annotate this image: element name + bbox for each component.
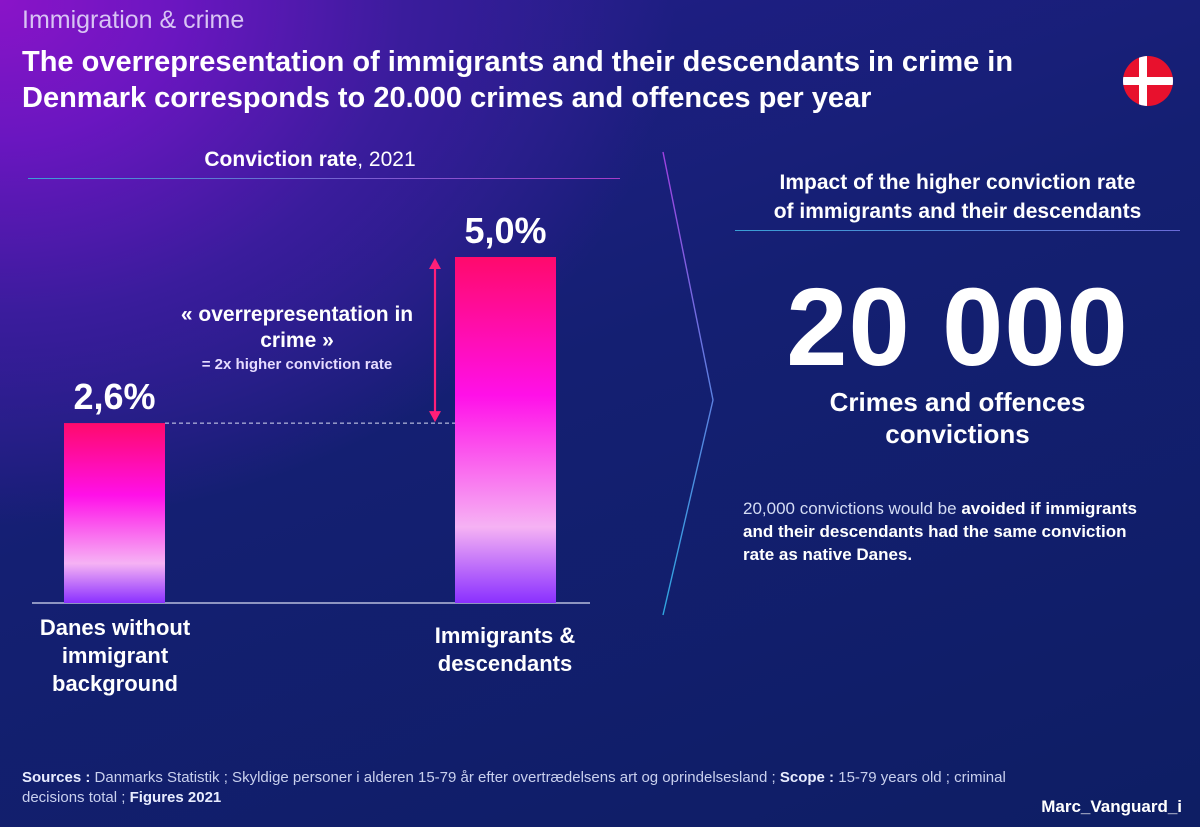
bar-immigrants (455, 257, 556, 603)
impact-big-label-line2: convictions (885, 419, 1030, 449)
scope-text: 15-79 years old ; criminal decisions tot… (22, 769, 1006, 806)
bar-danes (64, 423, 165, 603)
impact-heading-line2: of immigrants and their descendants (773, 200, 1142, 223)
impact-note-text: 20,000 convictions would be (743, 499, 962, 518)
scope-label: Scope : (779, 769, 835, 786)
impact-big-number: 20 000 (786, 266, 1129, 389)
impact-heading-line1: Impact of the higher conviction rate (779, 171, 1136, 194)
impact-heading: Impact of the higher conviction rate of … (735, 168, 1180, 226)
page-title: The overrepresentation of immigrants and… (22, 46, 1014, 114)
difference-arrow-head-top (429, 258, 441, 269)
category-label-line: Danes without (39, 615, 191, 640)
chart-caption-year: , 2021 (357, 148, 416, 171)
category-label-line: descendants (437, 651, 573, 676)
impact-heading-rule (735, 230, 1180, 231)
chart-caption: Conviction rate, 2021 (0, 148, 620, 172)
page-kicker: Immigration & crime (22, 6, 245, 34)
overrepresentation-line1: « overrepresentation in (180, 303, 414, 326)
sources-text: Danmarks Statistik ; Skyldige personer i… (90, 769, 780, 786)
chevron-divider-icon (662, 151, 714, 616)
sources-label: Sources : (22, 769, 91, 786)
value-label-danes: 2,6% (73, 376, 155, 417)
impact-big-label: Crimes and offences convictions (735, 386, 1180, 450)
difference-arrow-head-bottom (429, 411, 441, 423)
author-handle: Marc_Vanguard_i (1041, 797, 1182, 816)
value-label-immigrants: 5,0% (464, 210, 546, 251)
conviction-rate-chart: 2,6% 5,0% (32, 210, 590, 604)
overrepresentation-annotation: « overrepresentation in crime » = 2x hig… (162, 302, 432, 374)
overrepresentation-subtext: = 2x higher conviction rate (201, 356, 393, 373)
impact-note: 20,000 convictions would be avoided if i… (743, 497, 1143, 566)
category-label-line: background (52, 671, 178, 696)
category-label-line: immigrant (61, 643, 169, 668)
category-label-line: Immigrants & (434, 623, 576, 648)
denmark-flag-icon (1123, 56, 1173, 106)
chart-caption-rule (28, 178, 620, 179)
chart-caption-bold: Conviction rate (204, 148, 358, 171)
category-label-immigrants: Immigrants & descendants (405, 622, 605, 678)
overrepresentation-line2: crime » (260, 329, 334, 352)
impact-note-bold: avoided if immigrants and their descenda… (743, 499, 1138, 564)
figures-label: Figures 2021 (129, 789, 222, 806)
impact-big-label-line1: Crimes and offences (829, 387, 1086, 417)
category-label-danes: Danes without immigrant background (20, 614, 210, 698)
sources-footer: Sources : Danmarks Statistik ; Skyldige … (22, 768, 1022, 808)
